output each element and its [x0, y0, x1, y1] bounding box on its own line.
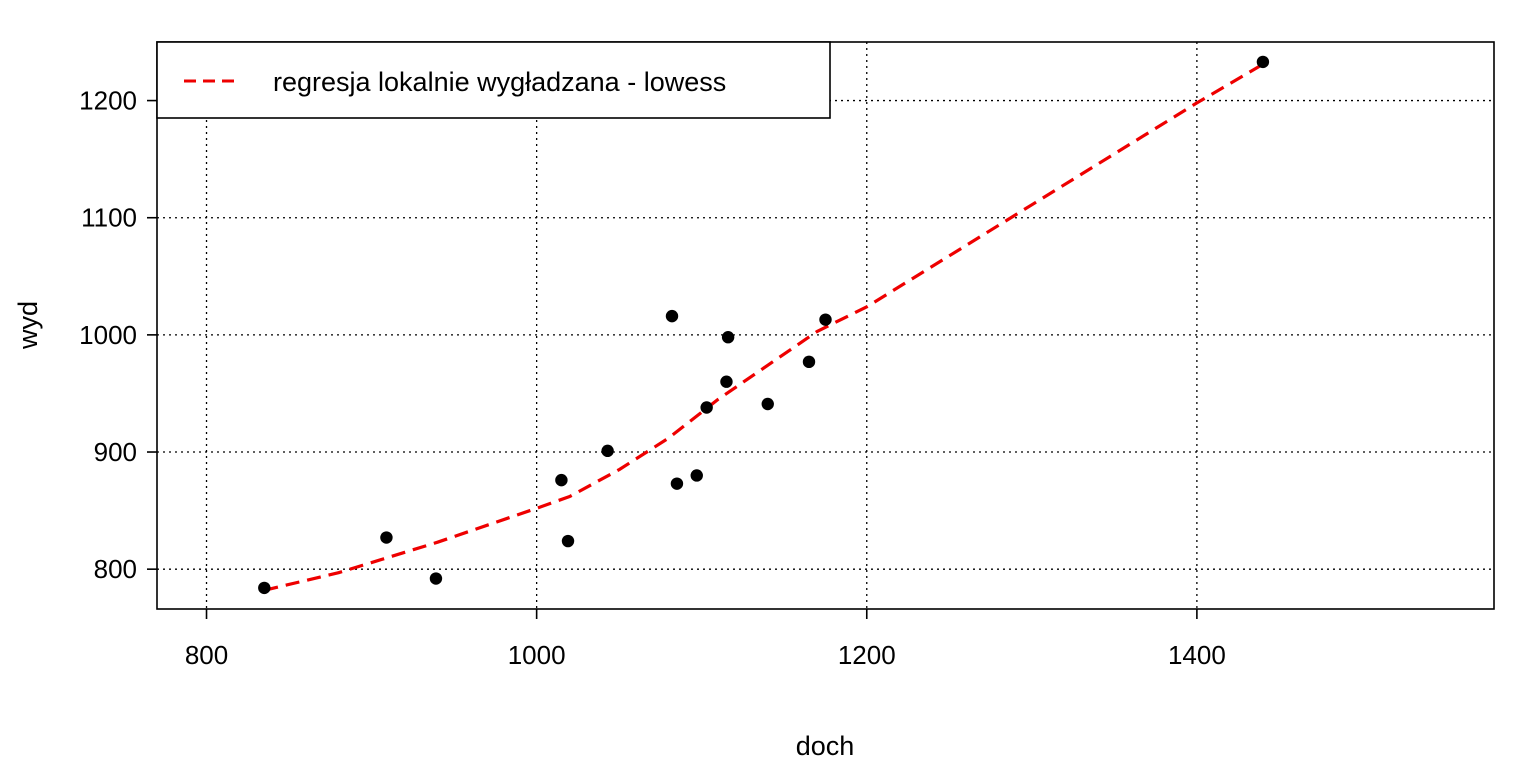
data-point	[555, 473, 568, 487]
data-point	[258, 581, 271, 595]
x-tick-label: 1000	[508, 640, 566, 670]
legend: regresja lokalnie wygładzana - lowess	[156, 41, 831, 119]
x-axis-title: doch	[796, 731, 855, 761]
y-tick-label: 800	[94, 554, 137, 584]
data-point	[700, 401, 713, 414]
y-tick-label: 1200	[79, 86, 137, 116]
y-tick-label: 1000	[79, 320, 137, 350]
x-tick-label: 800	[185, 640, 228, 670]
data-point	[380, 531, 393, 544]
data-point	[819, 313, 832, 326]
x-tick-label: 1400	[1168, 640, 1226, 670]
data-point	[670, 477, 684, 490]
data-point	[721, 331, 735, 344]
data-point	[720, 375, 733, 388]
data-point	[601, 444, 614, 458]
lowess-line	[263, 62, 1264, 592]
legend-label: regresja lokalnie wygładzana - lowess	[273, 67, 726, 97]
data-point	[802, 355, 816, 369]
y-tick-label: 1100	[81, 203, 137, 233]
data-point	[561, 534, 575, 548]
data-point	[1256, 55, 1270, 69]
data-points	[258, 55, 1270, 595]
data-point	[761, 397, 774, 411]
y-axis-title: wyd	[13, 301, 43, 350]
x-axis: 800 1000 1200 1400	[185, 609, 1226, 670]
data-point	[429, 572, 443, 585]
x-tick-label: 1200	[838, 640, 896, 670]
y-axis: 800 900 1000 1100 1200	[79, 86, 157, 584]
y-tick-label: 900	[94, 437, 137, 467]
legend-box	[156, 41, 831, 119]
lowess-series	[263, 62, 1264, 592]
data-point	[690, 469, 703, 482]
data-point	[665, 309, 679, 323]
